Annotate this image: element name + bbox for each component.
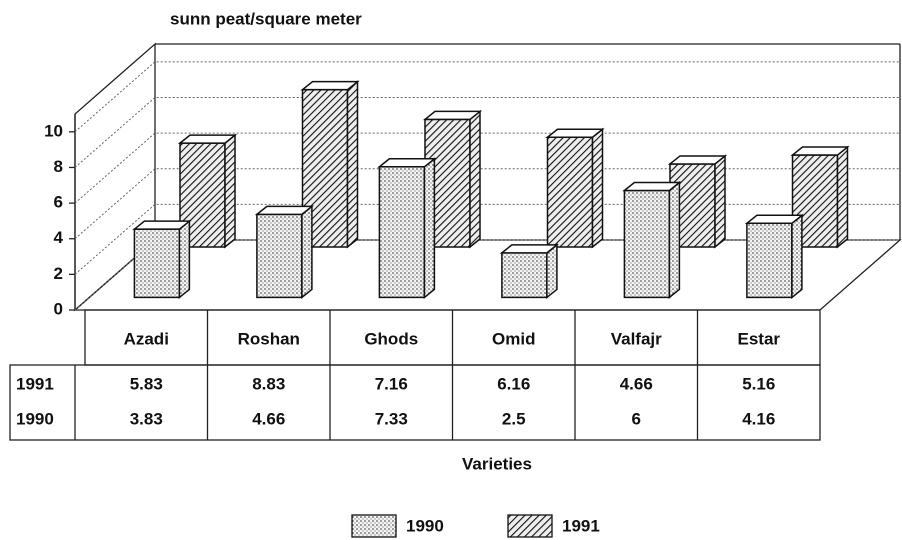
data-table: Azadi 5.83 3.83 Roshan 8.83 4.66 Ghods 7.16 7.33… <box>9 309 821 441</box>
bar-front <box>546 136 594 248</box>
bar-front <box>378 166 426 299</box>
x-tick-label: Valfajr <box>611 329 662 348</box>
table-value: 5.83 <box>130 374 163 393</box>
y-tick-label: 10 <box>44 121 63 140</box>
bars <box>132 80 850 299</box>
bar-side <box>469 109 481 249</box>
bar-side <box>714 154 726 249</box>
bar-top <box>254 205 315 216</box>
legend-swatch <box>507 514 553 538</box>
legend-label: 1991 <box>562 516 600 535</box>
bar-side <box>224 133 236 249</box>
y-tick-label: 8 <box>54 157 63 176</box>
bar-top <box>132 220 192 230</box>
bar-top <box>545 128 605 138</box>
bar-side <box>346 80 359 249</box>
bar-side <box>423 157 436 299</box>
bar <box>622 180 682 299</box>
table-value: 4.66 <box>252 409 285 428</box>
bar-side <box>668 180 681 299</box>
bar-front <box>623 189 671 299</box>
legend: 1990 1991 <box>351 514 600 538</box>
axes: 0 2 4 6 8 10 <box>44 42 902 318</box>
table-value: 6.16 <box>497 374 530 393</box>
table-value: 6 <box>632 409 641 428</box>
bar-side <box>791 213 803 299</box>
table-value: 3.83 <box>130 409 163 428</box>
bar-front <box>133 228 181 299</box>
table-row-label: 1990 <box>16 409 54 428</box>
bar-top <box>499 244 560 254</box>
bar-top <box>422 110 483 121</box>
table-value: 4.66 <box>620 374 653 393</box>
bar <box>132 219 192 299</box>
bar-top <box>300 80 360 91</box>
bar-top <box>177 134 238 144</box>
table-value: 7.16 <box>375 374 408 393</box>
bar <box>377 157 437 299</box>
x-tick-label: Omid <box>492 329 535 348</box>
legend-swatch <box>351 514 397 538</box>
bar-side <box>836 145 849 249</box>
bar <box>499 243 560 299</box>
table-value: 4.16 <box>742 409 775 428</box>
x-tick-label: Estar <box>737 329 780 348</box>
bar-top <box>744 214 805 225</box>
bar-side <box>591 127 604 249</box>
bar-front <box>746 222 793 299</box>
bar-side <box>546 243 558 299</box>
bar-side <box>301 204 313 299</box>
bar-top <box>622 181 682 192</box>
bar <box>744 213 805 299</box>
x-tick-label: Azadi <box>124 329 169 348</box>
x-tick-label: Ghods <box>364 329 418 348</box>
y-tick-label: 2 <box>54 264 63 283</box>
bar-top <box>790 146 850 156</box>
table-body-border <box>9 364 821 441</box>
y-tick-label: 4 <box>54 228 64 247</box>
bar-side <box>178 219 191 299</box>
y-tick-label: 6 <box>54 193 63 212</box>
y-axis-label: sunn peat/square meter <box>170 9 362 28</box>
bar <box>177 133 238 249</box>
bar-top <box>377 158 437 168</box>
bar-front <box>256 213 303 299</box>
legend-label: 1990 <box>406 516 444 535</box>
x-axis-label: Varieties <box>462 454 532 473</box>
table-value: 5.16 <box>742 374 775 393</box>
grid-line <box>74 61 900 133</box>
bar <box>545 127 605 249</box>
table-value: 2.5 <box>502 409 526 428</box>
bar-front <box>501 252 548 299</box>
table-row-label: 1991 <box>16 374 54 393</box>
table-value: 7.33 <box>375 409 408 428</box>
x-tick-label: Roshan <box>238 329 300 348</box>
bar <box>254 204 315 299</box>
table-value: 8.83 <box>252 374 285 393</box>
bar-top <box>667 155 728 165</box>
y-tick-label: 0 <box>54 299 63 318</box>
